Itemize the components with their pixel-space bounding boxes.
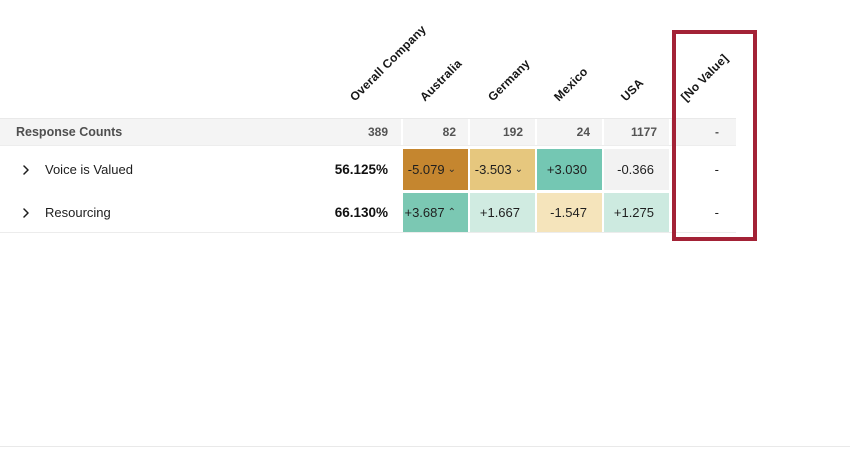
cell-value: -0.366 [617, 162, 654, 177]
row-label: Voice is Valued [45, 162, 133, 177]
table-row-resourcing: Resourcing 66.130% +3.687 ⌃ +1.667 -1.547… [0, 193, 736, 233]
row-label-cell[interactable]: Resourcing 66.130% [0, 193, 401, 232]
heat-cell-australia[interactable]: -5.079 ⌄ [403, 149, 468, 190]
expand-row-button[interactable] [16, 160, 36, 180]
response-counts-label-cell: Response Counts 389 [0, 119, 401, 145]
cell-value: -3.503 [474, 162, 512, 177]
overall-score: 56.125% [334, 162, 388, 177]
response-count-overall: 389 [367, 125, 388, 139]
col-header-no-value: [No Value] [678, 51, 731, 104]
cell-value: -5.079 [407, 162, 445, 177]
column-headers: Overall Company Australia Germany Mexico… [0, 0, 850, 118]
heat-cell-mexico[interactable]: -1.547 [537, 193, 602, 232]
heat-cell-australia[interactable]: +3.687 ⌃ [403, 193, 468, 232]
response-count-mexico: 24 [537, 119, 602, 145]
col-header-germany: Germany [485, 56, 533, 104]
response-counts-label: Response Counts [16, 125, 123, 139]
response-count-germany: 192 [470, 119, 535, 145]
col-header-mexico: Mexico [551, 64, 591, 104]
overall-score: 66.130% [334, 205, 388, 220]
cell-value: +3.687 [404, 205, 445, 220]
heat-cell-mexico[interactable]: +3.030 [537, 149, 602, 190]
row-label: Resourcing [45, 205, 111, 220]
response-counts-row: Response Counts 389 82 192 24 1177 - [0, 118, 736, 146]
col-header-australia: Australia [417, 56, 465, 104]
col-header-usa: USA [618, 75, 647, 104]
table-row-voice-is-valued: Voice is Valued 56.125% -5.079 ⌄ -3.503 ⌄ … [0, 149, 736, 190]
row-label-cell[interactable]: Voice is Valued 56.125% [0, 149, 401, 190]
significance-down-icon: ⌄ [514, 163, 523, 175]
response-count-no-value: - [671, 119, 736, 145]
heat-cell-germany[interactable]: +1.667 [470, 193, 535, 232]
chevron-right-icon [23, 164, 29, 175]
cell-value: +1.667 [479, 205, 520, 220]
response-count-usa: 1177 [604, 119, 669, 145]
cell-value: - [714, 162, 719, 177]
significance-down-icon: ⌄ [447, 163, 456, 175]
response-count-australia: 82 [403, 119, 468, 145]
heat-cell-germany[interactable]: -3.503 ⌄ [470, 149, 535, 190]
cell-value: - [714, 205, 719, 220]
cell-value: +3.030 [546, 162, 587, 177]
heat-cell-usa[interactable]: -0.366 [604, 149, 669, 190]
heat-cell-no-value[interactable]: - [671, 149, 736, 190]
heat-cell-no-value[interactable]: - [671, 193, 736, 232]
col-header-overall-company: Overall Company [347, 22, 429, 105]
chevron-right-icon [23, 207, 29, 218]
significance-up-icon: ⌃ [447, 206, 456, 218]
heat-cell-usa[interactable]: +1.275 [604, 193, 669, 232]
page-bottom-divider [0, 446, 850, 447]
expand-row-button[interactable] [16, 203, 36, 223]
heatmap-table: Response Counts 389 82 192 24 1177 - Voi… [0, 118, 736, 233]
cell-value: -1.547 [550, 205, 587, 220]
cell-value: +1.275 [613, 205, 654, 220]
